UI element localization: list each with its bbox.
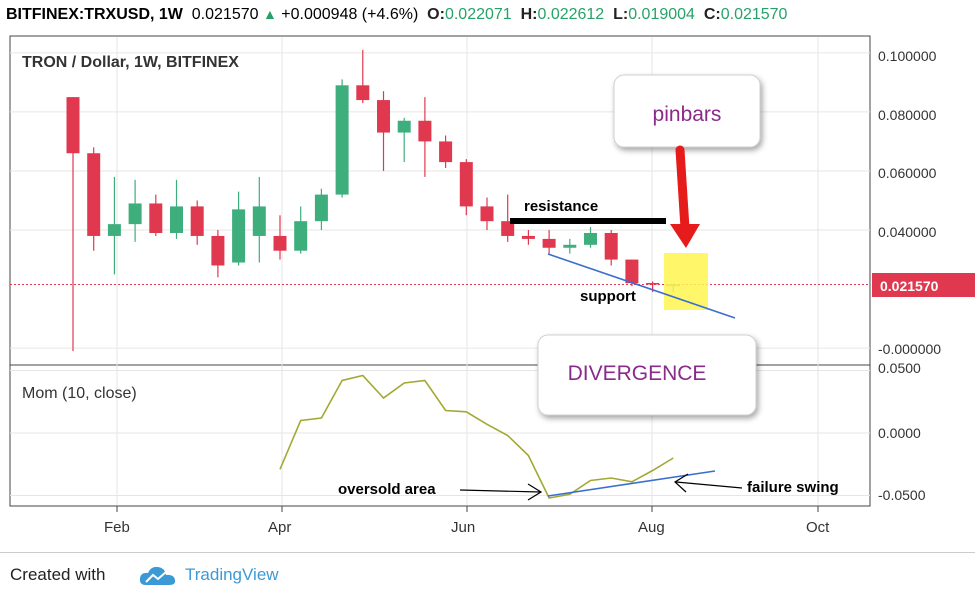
chart-frame [9,35,871,507]
oversold-label: oversold area [338,481,436,498]
red-arrow-icon [670,145,700,248]
created-with-label: Created with [10,565,106,584]
price-candles [66,49,680,352]
divergence-callout-text: DIVERGENCE [568,362,707,385]
candle-body [459,162,473,207]
candle-body [439,141,453,163]
close-label: C: [703,6,721,23]
momentum-tick-label: 0.0000 [878,425,921,441]
candle-body [149,203,163,233]
candle-body [521,235,535,239]
close-value: 0.021570 [720,6,788,23]
up-triangle-icon: ▲ [262,6,277,22]
candle-body [232,209,246,263]
last-price-tag [872,273,975,297]
candle-body [584,232,597,245]
candle-body [128,203,142,225]
x-tick-label: Oct [806,519,830,536]
high-label: H: [520,6,538,23]
chart-canvas[interactable]: TRON / Dollar, 1W, BITFINEX Mom (10, clo… [0,0,975,552]
grid-lines [10,37,870,512]
footer-bar: Created with TradingView [0,552,975,605]
x-tick-label: Feb [104,519,130,536]
price-tick-label: 0.060000 [878,165,937,181]
divergence-callout-box [537,334,757,416]
momentum-line [279,374,674,499]
arrow-right-icon [459,483,543,501]
open-label: O: [427,6,445,23]
candle-body [480,206,494,222]
candle-body [66,97,80,154]
candle-body [625,259,639,284]
price-tick-label: 0.040000 [878,224,937,240]
failure-swing-label: failure swing [747,479,839,496]
pinbars-callout: pinbars [613,74,761,148]
candle-body [646,282,660,285]
candle-body [604,232,618,260]
candle-body [418,120,432,142]
candle-body [397,120,411,133]
momentum-series-line [279,374,674,499]
last-price-tag-label: 0.021570 [880,278,939,294]
candle-body [211,235,225,266]
price-tick-label: 0.080000 [878,107,937,123]
candle-body [252,206,266,236]
low-value: 0.019004 [628,6,695,23]
symbol-header: BITFINEX:TRXUSD, 1W 0.021570 ▲ +0.000948… [0,0,975,28]
pinbars-callout-text: pinbars [653,103,722,126]
candle-body [356,85,370,101]
low-label: L: [613,6,629,23]
x-tick-label: Jun [451,519,475,536]
candle-body [87,153,101,236]
candle-body [294,221,308,251]
candle-body [190,206,204,236]
candle-body [542,238,556,248]
candle-body [377,100,390,133]
tradingview-cloud-icon [139,566,176,585]
tradingview-brand-link[interactable]: TradingView [185,565,279,584]
resistance-label: resistance [524,198,598,215]
divergence-callout: DIVERGENCE [537,334,757,416]
price-change: +0.000948 (+4.6%) [281,6,419,23]
support-label: support [580,288,636,305]
momentum-tick-label: -0.0500 [878,487,926,503]
x-tick-label: Aug [638,519,665,536]
price-pane-title: TRON / Dollar, 1W, BITFINEX [22,54,239,71]
candle-body [563,244,577,248]
pinbars-callout-box [613,74,761,148]
high-value: 0.022612 [537,6,605,23]
arrow-left-icon [674,473,743,493]
support-trendline [547,253,736,319]
candle-body [170,206,183,233]
momentum-pane-title: Mom (10, close) [22,385,137,402]
price-tick-label: -0.000000 [878,341,941,357]
candle-body [501,221,515,236]
candle-body [107,224,121,236]
open-value: 0.022071 [444,6,512,23]
symbol-name[interactable]: BITFINEX:TRXUSD, 1W [6,6,183,23]
x-tick-label: Apr [268,519,291,536]
candle-body [273,235,287,251]
candle-body [335,85,349,195]
momentum-tick-label: 0.0500 [878,360,921,376]
price-tick-label: 0.100000 [878,48,937,64]
candle-body [314,194,328,222]
last-price: 0.021570 [191,6,259,23]
